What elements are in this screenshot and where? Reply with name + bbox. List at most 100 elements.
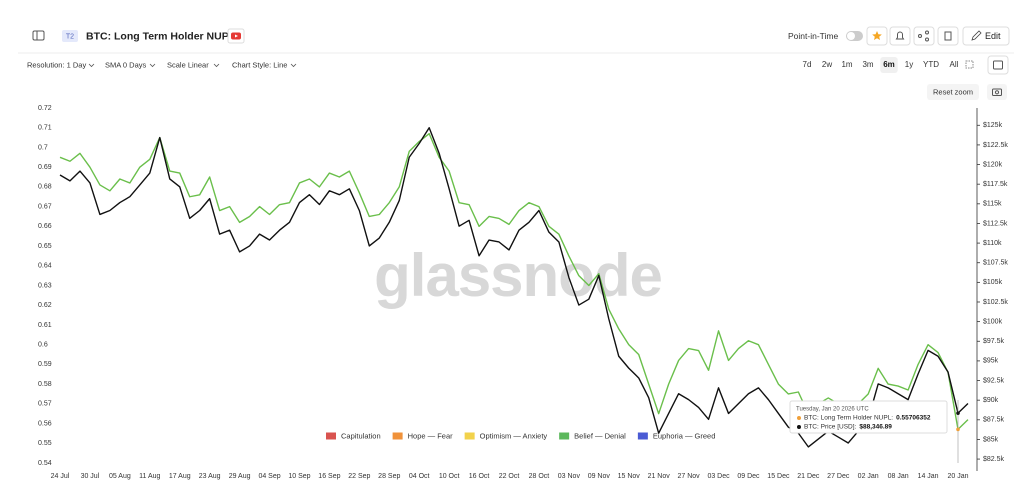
favorite-button[interactable]: [866, 26, 888, 46]
x-tick-label: 16 Sep: [318, 473, 340, 480]
youtube-button[interactable]: [227, 28, 245, 44]
y-tick-label: 0.7: [38, 144, 48, 151]
sidebar-button[interactable]: [32, 30, 45, 41]
y-tick-label: 0.58: [38, 381, 52, 388]
legend-label: Capitulation: [341, 431, 381, 440]
point-in-time-toggle[interactable]: [846, 31, 863, 41]
badge-bg: [62, 30, 78, 42]
edit-frame: [962, 26, 1010, 46]
x-tick-label: 10 Oct: [439, 473, 460, 480]
style-dropdown[interactable]: Chart Style: Line: [232, 60, 297, 69]
sma-dropdown[interactable]: SMA 0 Days: [105, 60, 156, 69]
range-button[interactable]: YTD: [923, 60, 939, 69]
x-tick-label: 15 Nov: [618, 473, 641, 480]
x-tick-label: 04 Oct: [409, 473, 430, 480]
legend-label: Optimism — Anxiety: [480, 431, 548, 440]
reset-zoom-button[interactable]: Reset zoom: [927, 84, 979, 100]
y2-tick-label: $110k: [983, 240, 1002, 247]
y-tick-label: 0.59: [38, 361, 52, 368]
hover-point: [956, 427, 960, 432]
y-tick-label: 0.56: [38, 420, 52, 427]
chevron: [290, 63, 297, 68]
option-label: Resolution: 1 Day: [27, 60, 86, 69]
x-tick-label: 09 Nov: [588, 473, 611, 480]
x-tick-label: 29 Aug: [229, 473, 251, 480]
legend-swatch: [637, 432, 648, 440]
calendar-frame: [987, 55, 1009, 75]
legend-swatch: [464, 432, 475, 440]
range-button[interactable]: 1m: [841, 60, 852, 69]
range-button[interactable]: All: [950, 60, 959, 69]
range-button[interactable]: 2w: [822, 60, 832, 69]
y-tick-label: 0.67: [38, 203, 52, 210]
y2-tick-label: $112.5k: [983, 220, 1008, 227]
y-tick-label: 0.63: [38, 282, 52, 289]
y-tick-label: 0.62: [38, 302, 52, 309]
y2-tick-label: $87.5k: [983, 417, 1005, 424]
x-tick-label: 22 Sep: [348, 473, 370, 480]
y-tick-label: 0.65: [38, 243, 52, 250]
screenshot-button[interactable]: [987, 84, 1007, 100]
camera-lens: [994, 90, 1000, 95]
range-selected-bg: [880, 57, 898, 73]
option-label: SMA 0 Days: [105, 60, 147, 69]
tooltip-title: Tuesday, Jan 20 2026 UTC: [796, 407, 869, 413]
legend-swatch: [559, 432, 570, 440]
x-tick-label: 03 Nov: [558, 473, 581, 480]
legend-label: Euphoria — Greed: [653, 431, 716, 440]
legend-label: Hope — Fear: [408, 431, 454, 440]
y2-tick-label: $120k: [983, 161, 1003, 168]
range-button[interactable]: 7d: [803, 60, 812, 69]
y2-tick-label: $102.5k: [983, 299, 1008, 306]
series-line: [59, 127, 969, 448]
tooltip-dot: [797, 416, 801, 420]
edit-label: Edit: [985, 31, 1001, 41]
x-tick-label: 27 Nov: [678, 473, 701, 480]
y2-tick-label: $117.5k: [983, 181, 1008, 188]
y2-tick-label: $125k: [983, 122, 1003, 129]
hover-point: [956, 411, 960, 415]
copy-button[interactable]: [937, 26, 959, 46]
share-button[interactable]: [913, 26, 935, 46]
x-tick-label: 16 Oct: [469, 473, 490, 480]
chart: 0.54 0.55 0.56 0.57 0.58 0.59 0.6 0.61 0.62 0.63 0…: [38, 105, 1008, 480]
calendar-button[interactable]: [987, 55, 1009, 75]
reset-zoom-frame: [927, 84, 979, 100]
camera-icon: [992, 88, 1002, 96]
y-tick-label: 0.55: [38, 440, 52, 447]
y2-tick-label: $82.5k: [983, 456, 1005, 463]
alert-button[interactable]: [889, 26, 911, 46]
tooltip-dot: [797, 425, 801, 429]
legend-swatch: [326, 432, 336, 440]
edit-button[interactable]: Edit: [962, 26, 1010, 46]
range-button[interactable]: 1y: [905, 60, 913, 69]
chevron: [88, 63, 95, 68]
chevron: [149, 63, 156, 68]
option-label: Scale Linear: [167, 60, 209, 69]
y-tick-label: 0.54: [38, 460, 52, 467]
resolution-dropdown[interactable]: Resolution: 1 Day: [27, 60, 95, 69]
share-dot: [925, 30, 929, 35]
y-tick-label: 0.57: [38, 401, 52, 408]
range-button[interactable]: 6m: [883, 60, 895, 69]
y2-tick-label: $100k: [983, 318, 1003, 325]
y2-tick-label: $115k: [983, 201, 1002, 208]
zoom-select-button[interactable]: [965, 60, 974, 69]
scale-dropdown[interactable]: Scale Linear: [167, 60, 220, 69]
y-tick-label: 0.61: [38, 322, 52, 329]
x-tick-label: 21 Dec: [797, 473, 820, 480]
y2-tick-label: $122.5k: [983, 142, 1008, 149]
tooltip-label: BTC: Long Term Holder NUPL:: [804, 415, 893, 422]
y-tick-label: 0.71: [38, 125, 52, 132]
y2-tick-label: $105k: [983, 279, 1003, 286]
y2-tick-label: $85k: [983, 436, 999, 443]
badge: T2: [66, 33, 74, 40]
share-dot: [925, 37, 929, 42]
range-button[interactable]: 3m: [862, 60, 873, 69]
x-tick-label: 11 Aug: [139, 473, 160, 480]
toggle-knob: [847, 32, 855, 40]
share-frame: [913, 26, 935, 46]
star-icon: [872, 31, 882, 40]
x-tick-label: 28 Oct: [529, 473, 550, 480]
